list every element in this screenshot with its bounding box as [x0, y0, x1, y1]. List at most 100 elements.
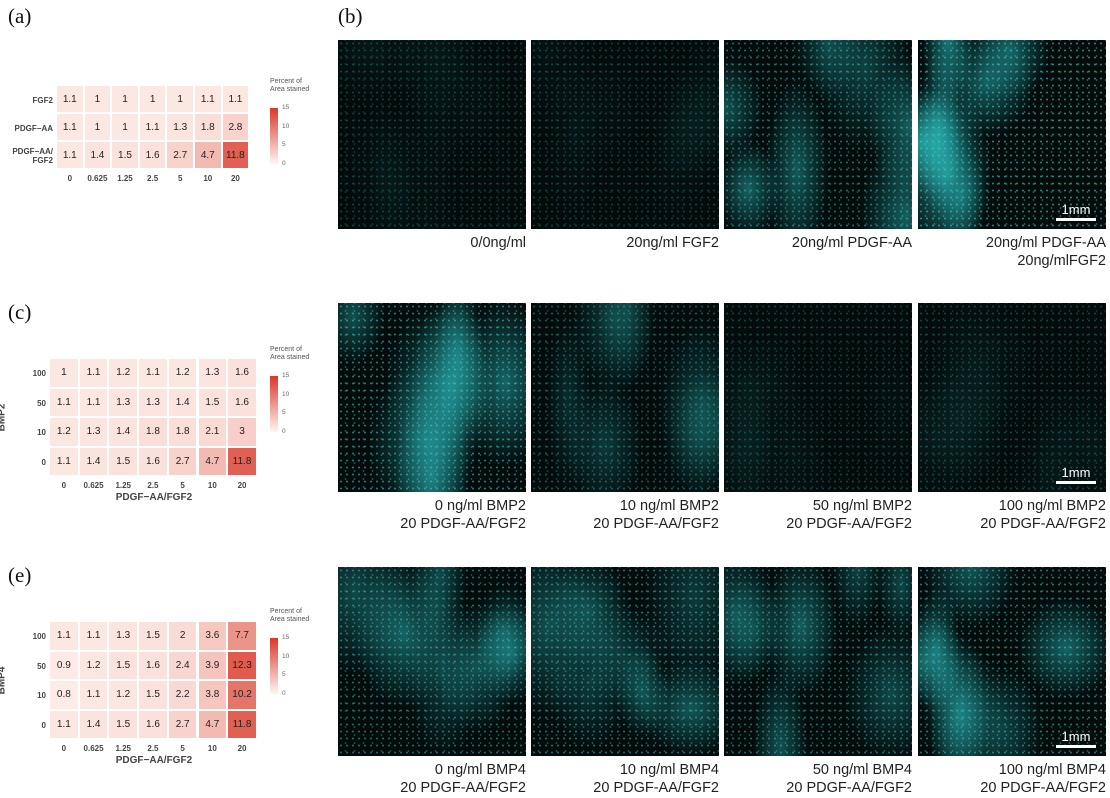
heatmap-cell: 1.3	[167, 114, 193, 140]
legend-tick-label: 0	[282, 690, 286, 697]
heatmap-cell: 1.4	[85, 142, 111, 168]
heatmap-cell: 1.1	[195, 86, 221, 112]
legend-tick	[278, 145, 280, 146]
legend-tick-label: 5	[282, 141, 286, 148]
legend-tick	[278, 376, 280, 377]
heatmap-cell: 1.2	[109, 359, 137, 387]
row-label: 100	[2, 359, 46, 389]
heatmap-cell: 1.5	[139, 622, 167, 650]
legend-tick-label: 10	[282, 123, 289, 130]
heatmap-cell: 11.8	[228, 711, 256, 739]
caption-line: 0 ng/ml BMP2	[338, 497, 526, 515]
scale-bar	[1056, 745, 1096, 748]
heatmap-cell: 1.6	[228, 389, 256, 417]
x-axis-title: PDGF−AA/FGF2	[50, 492, 258, 503]
image-caption: 20ng/ml PDGF-AA20ng/mlFGF2	[918, 234, 1106, 270]
caption-line: 100 ng/ml BMP4	[918, 761, 1106, 779]
figure: (a)FGF21.111111.11.1PDGF−AA1.1111.11.31.…	[0, 0, 1110, 798]
heatmap-cell: 2.7	[169, 711, 197, 739]
heatmap-cell: 2	[169, 622, 197, 650]
legend-tick	[278, 638, 280, 639]
heatmap-cell: 4.7	[199, 448, 227, 476]
legend-tick-label: 5	[282, 671, 286, 678]
legend-tick	[278, 127, 280, 128]
legend-tick	[278, 395, 280, 396]
legend-tick	[278, 675, 280, 676]
heatmap-cell: 1.1	[50, 622, 78, 650]
column-label: 20	[222, 481, 262, 490]
caption-line: 100 ng/ml BMP2	[918, 497, 1106, 515]
heatmap-cell: 1.6	[140, 142, 166, 168]
heatmap-cell: 1.5	[112, 142, 138, 168]
heatmap-cell: 1.5	[139, 681, 167, 709]
heatmap-cell: 1.5	[109, 711, 137, 739]
heatmap-cell: 1	[85, 114, 111, 140]
row-label: 0	[2, 711, 46, 741]
y-axis-title: BMP4	[0, 661, 8, 701]
color-bar	[270, 108, 278, 164]
heatmap-cell: 1.8	[195, 114, 221, 140]
legend-tick-label: 15	[282, 372, 289, 379]
micrograph	[724, 567, 912, 756]
heatmap-cell: 1	[112, 86, 138, 112]
caption-line: 50 ng/ml BMP4	[724, 761, 912, 779]
heatmap-cell: 11.8	[228, 448, 256, 476]
micrograph	[338, 303, 526, 492]
panel-label: (b)	[338, 4, 363, 29]
row-label: PDGF−AA	[9, 114, 53, 142]
micrograph: 1mm	[918, 303, 1106, 492]
row-label: 50	[2, 389, 46, 419]
heatmap-cell: 2.2	[169, 681, 197, 709]
caption-line: 50 ng/ml BMP2	[724, 497, 912, 515]
micrograph	[338, 567, 526, 756]
caption-line: 20ng/ml PDGF-AA	[918, 234, 1106, 252]
heatmap-cell: 1.2	[80, 652, 108, 680]
caption-line: 20ng/ml FGF2	[531, 234, 719, 252]
micrograph: 1mm	[918, 40, 1106, 229]
column-label: 20	[217, 174, 255, 183]
legend-tick-label: 0	[282, 160, 286, 167]
heatmap-cell: 4.7	[199, 711, 227, 739]
scale-bar	[1056, 218, 1096, 221]
heatmap-cell: 1.4	[109, 418, 137, 446]
heatmap-cell: 1.1	[80, 389, 108, 417]
heatmap-cell: 1.1	[80, 359, 108, 387]
legend-tick-label: 10	[282, 653, 289, 660]
heatmap-cell: 1.1	[57, 142, 83, 168]
heatmap-cell: 3.6	[199, 622, 227, 650]
caption-line: 10 ng/ml BMP2	[531, 497, 719, 515]
image-caption: 0/0ng/ml	[338, 234, 526, 252]
legend-title: Percent of Area stained	[270, 78, 310, 94]
row-label: 50	[2, 652, 46, 682]
heatmap-cell: 4.7	[195, 142, 221, 168]
scale-bar-label: 1mm	[1056, 202, 1096, 217]
heatmap-cell: 3.8	[199, 681, 227, 709]
legend-tick	[278, 694, 280, 695]
scale-bar	[1056, 481, 1096, 484]
heatmap-cell: 11.8	[223, 142, 249, 168]
caption-line: 20 PDGF-AA/FGF2	[531, 515, 719, 533]
image-caption: 10 ng/ml BMP420 PDGF-AA/FGF2	[531, 761, 719, 797]
micrograph	[531, 567, 719, 756]
heatmap-cell: 1.5	[199, 389, 227, 417]
column-label: 20	[222, 744, 262, 753]
heatmap-cell: 1.1	[50, 448, 78, 476]
heatmap-cell: 1.4	[80, 448, 108, 476]
heatmap-cell: 1.6	[228, 359, 256, 387]
heatmap-cell: 1	[50, 359, 78, 387]
heatmap-cell: 12.3	[228, 652, 256, 680]
caption-line: 20ng/ml PDGF-AA	[724, 234, 912, 252]
color-bar	[270, 638, 278, 694]
image-caption: 20ng/ml PDGF-AA	[724, 234, 912, 252]
image-caption: 10 ng/ml BMP220 PDGF-AA/FGF2	[531, 497, 719, 533]
heatmap-cell: 1.3	[139, 389, 167, 417]
heatmap-cell: 1.2	[109, 681, 137, 709]
heatmap-cell: 1.1	[140, 114, 166, 140]
image-caption: 0 ng/ml BMP220 PDGF-AA/FGF2	[338, 497, 526, 533]
row-label: FGF2	[9, 86, 53, 114]
micrograph	[531, 40, 719, 229]
heatmap-cell: 2.1	[199, 418, 227, 446]
row-label: 10	[2, 418, 46, 448]
caption-line: 20 PDGF-AA/FGF2	[724, 515, 912, 533]
legend-tick-label: 15	[282, 104, 289, 111]
